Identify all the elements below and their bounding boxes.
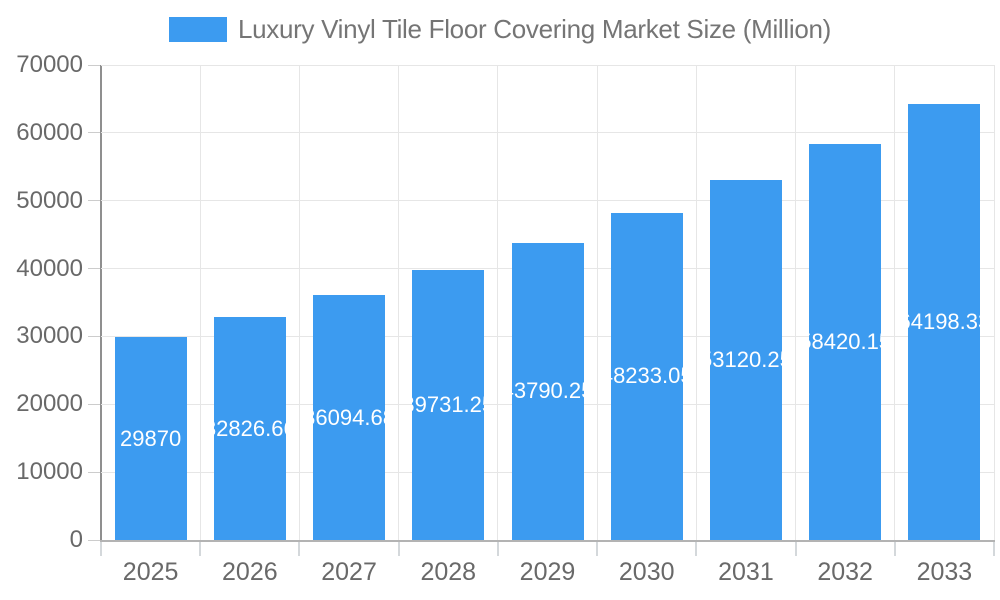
bar[interactable]: 32826.66 bbox=[213, 317, 286, 540]
bar[interactable]: 29870 bbox=[114, 337, 187, 540]
x-axis-tick bbox=[596, 542, 599, 556]
x-axis-tick bbox=[695, 542, 698, 556]
bar-value-label: 48233.05 bbox=[611, 363, 683, 389]
x-axis-line bbox=[100, 540, 995, 542]
x-axis-tick bbox=[893, 542, 896, 556]
bar[interactable]: 53120.25 bbox=[709, 179, 782, 540]
x-gridline bbox=[795, 65, 797, 540]
y-axis-tick bbox=[88, 200, 100, 202]
x-axis-label: 2026 bbox=[222, 558, 278, 586]
x-axis-tick bbox=[397, 542, 400, 556]
y-gridline bbox=[101, 64, 994, 66]
x-axis-tick bbox=[298, 542, 301, 556]
y-gridline bbox=[101, 200, 994, 202]
bar-value-label: 29870 bbox=[120, 425, 182, 451]
bar[interactable]: 58420.15 bbox=[809, 143, 882, 540]
x-axis-label: 2028 bbox=[420, 558, 477, 586]
x-gridline bbox=[695, 65, 697, 540]
y-axis-label: 0 bbox=[69, 526, 83, 553]
y-axis-tick bbox=[88, 132, 100, 134]
y-axis-label: 60000 bbox=[16, 118, 83, 146]
x-axis-label: 2027 bbox=[321, 558, 377, 586]
y-axis-label: 50000 bbox=[16, 186, 83, 214]
x-axis-label: 2033 bbox=[916, 558, 973, 586]
bar[interactable]: 43790.25 bbox=[511, 242, 584, 540]
y-axis-tick bbox=[88, 471, 100, 473]
x-axis-tick bbox=[100, 542, 102, 556]
bar-value-label: 53120.25 bbox=[710, 346, 782, 372]
bar-value-label: 43790.25 bbox=[512, 378, 584, 404]
x-gridline bbox=[497, 65, 499, 540]
x-axis-tick bbox=[993, 542, 995, 556]
y-axis-tick bbox=[88, 539, 100, 541]
x-axis-label: 2025 bbox=[122, 558, 179, 586]
bar[interactable]: 36094.68 bbox=[313, 295, 386, 540]
plot-area: 0 10000 20000 30000 40000 50000 60000 70000 2987… bbox=[16, 53, 995, 585]
y-gridline bbox=[101, 132, 994, 134]
x-gridline bbox=[398, 65, 400, 540]
x-axis-label: 2029 bbox=[519, 558, 576, 586]
y-axis-label: 40000 bbox=[16, 254, 83, 282]
y-axis-tick bbox=[88, 268, 100, 270]
legend-label: Luxury Vinyl Tile Floor Covering Market … bbox=[237, 13, 832, 44]
bar[interactable]: 48233.05 bbox=[610, 212, 683, 540]
x-axis-tick bbox=[496, 542, 499, 556]
y-axis-tick bbox=[88, 64, 100, 66]
y-axis-tick bbox=[88, 403, 100, 405]
bar-value-label: 58420.15 bbox=[809, 328, 881, 354]
y-axis-tick bbox=[88, 335, 100, 337]
x-axis-label: 2032 bbox=[817, 558, 873, 586]
legend-swatch-icon bbox=[168, 16, 227, 42]
y-axis-label: 30000 bbox=[16, 322, 83, 350]
bar-value-label: 32826.66 bbox=[214, 415, 286, 441]
y-axis-label: 70000 bbox=[16, 51, 83, 78]
y-axis-label: 10000 bbox=[16, 458, 83, 486]
bar[interactable]: 64198.33 bbox=[908, 104, 981, 540]
bar-value-label: 39731.25 bbox=[412, 392, 484, 418]
bar-value-label: 36094.68 bbox=[313, 404, 385, 430]
bar-value-label: 64198.33 bbox=[908, 309, 980, 335]
x-gridline bbox=[596, 65, 598, 540]
bar[interactable]: 39731.25 bbox=[412, 270, 485, 540]
x-axis-label: 2031 bbox=[718, 558, 774, 586]
chart-legend: Luxury Vinyl Tile Floor Covering Market … bbox=[0, 14, 1000, 44]
x-axis-label: 2030 bbox=[618, 558, 675, 586]
x-gridline bbox=[894, 65, 896, 540]
x-gridline bbox=[199, 65, 201, 540]
x-gridline bbox=[993, 65, 995, 540]
y-axis-line bbox=[100, 65, 102, 540]
x-axis-tick bbox=[794, 542, 797, 556]
x-gridline bbox=[298, 65, 300, 540]
x-axis-tick bbox=[199, 542, 202, 556]
y-axis-label: 20000 bbox=[16, 390, 83, 418]
